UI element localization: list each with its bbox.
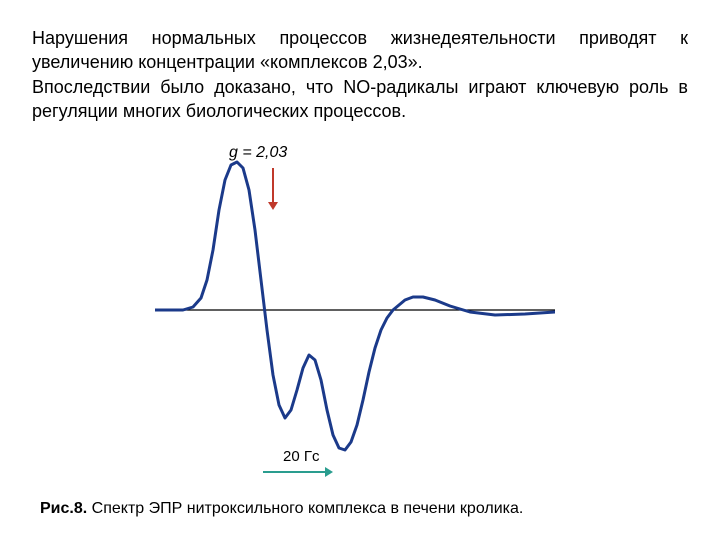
figure-caption: Рис.8. Спектр ЭПР нитроксильного комплек… [40, 500, 523, 518]
paragraph-1: Нарушения нормальных процессов жизнедеят… [32, 28, 688, 72]
scale-label: 20 Гс [283, 448, 319, 465]
marker-arrow-icon [268, 168, 278, 210]
caption-text: Спектр ЭПР нитроксильного комплекса в пе… [87, 500, 523, 517]
spectrum-svg [155, 150, 555, 480]
body-text: Нарушения нормальных процессов жизнедеят… [32, 26, 688, 123]
epr-spectrum-figure: g = 2,03 20 Гс [155, 150, 555, 480]
spectrum-curve [155, 162, 555, 450]
scale-arrow-icon [263, 467, 333, 477]
caption-bold: Рис.8. [40, 500, 87, 517]
paragraph-2: Впоследствии было доказано, что NO-радик… [32, 77, 688, 121]
g-factor-label: g = 2,03 [229, 144, 287, 162]
